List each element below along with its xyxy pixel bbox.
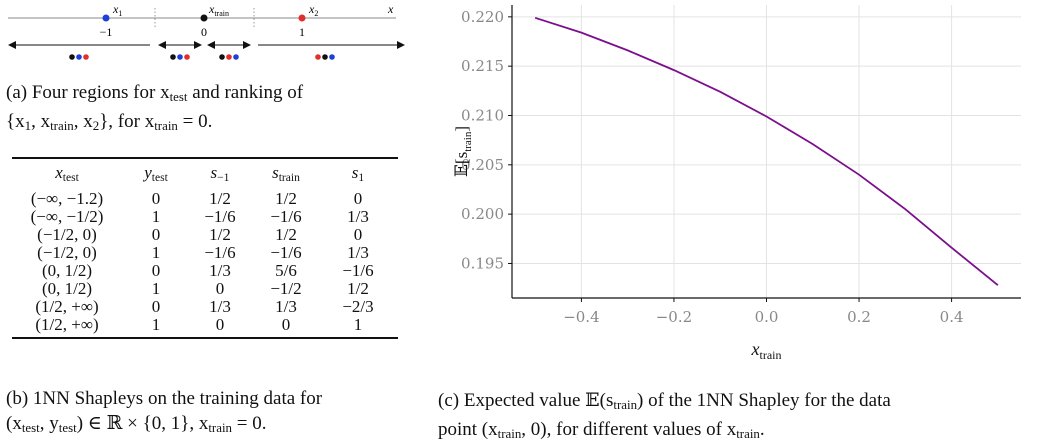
table-bottom-rule: [12, 336, 398, 339]
label-x1: x1: [112, 2, 122, 18]
table-row: (0, 1/2) 1 0 −1/2 1/2: [12, 278, 394, 298]
y-tick-label: 0.205: [461, 156, 504, 174]
x-tick-label: 0.4: [940, 308, 964, 326]
table-cell: 1/2: [209, 188, 231, 208]
table-cell: 1: [151, 278, 161, 298]
col-header-ytest: ytest: [144, 163, 168, 184]
table-cell: −1/6: [204, 242, 236, 262]
table-cell: −1/6: [204, 206, 236, 226]
y-tick-label: 0.200: [461, 205, 504, 223]
table-cell: −1/6: [270, 242, 302, 262]
table-row: (−1/2, 0) 1 −1/6 −1/6 1/3: [12, 242, 394, 262]
series-line: [534, 16, 999, 286]
table-cell: 1/2: [347, 278, 369, 298]
table-cell: 0: [151, 188, 161, 208]
col-header-xtest: xtest: [55, 163, 79, 184]
table-row: (1/2, +∞) 1 0 0 1: [12, 314, 394, 334]
table-cell: (−1/2, 0): [37, 224, 97, 244]
table-row: (−∞, −1/2) 1 −1/6 −1/6 1/3: [12, 206, 394, 226]
table-cell: 0: [215, 314, 225, 334]
y-axis-label: 𝔼[strain]: [453, 126, 474, 177]
label-xtrain: xtrain: [208, 2, 229, 18]
panel-a: x1 xtrain x2 x −1 0 1 (a) Four: [0, 0, 410, 140]
table-cell: 0: [151, 296, 161, 316]
table-cell: 0: [353, 188, 363, 208]
ranking-region-3: [219, 54, 239, 60]
point-x1-blue: [102, 14, 110, 22]
table-cell: (−∞, −1.2): [30, 188, 104, 208]
y-tick-label: 0.210: [461, 106, 504, 124]
table-cell: 1: [151, 314, 161, 334]
expected-shapley-chart: −0.4 −0.2 0.0 0.2 0.4 0.195 0.200 0.205 0.210 0.2…: [453, 5, 1021, 362]
point-xtrain-black: [200, 14, 208, 22]
table-top-rule: [12, 157, 398, 159]
table-cell: −1/6: [342, 260, 374, 280]
shapley-table: xtest ytest s−1 strain s1 (−∞, −1.2) 0 1/2…: [12, 159, 394, 334]
x-tick-label: 0.0: [755, 308, 779, 326]
tick-label-0: 0: [201, 25, 207, 39]
table-row: (−∞, −1.2) 0 1/2 1/2 0: [12, 188, 394, 208]
caption-b: (b) 1NN Shapleys on the training data fo…: [6, 388, 323, 436]
table-cell: (0, 1/2): [41, 278, 93, 298]
x-tick-label: −0.4: [563, 308, 599, 326]
y-tick-label: 0.220: [461, 8, 504, 26]
x-tick-label: 0.2: [847, 308, 871, 326]
label-axis-x: x: [387, 2, 394, 16]
table-cell: (−1/2, 0): [37, 242, 97, 262]
table-cell: (0, 1/2): [41, 260, 93, 280]
table-cell: 1/3: [209, 296, 231, 316]
table-cell: 1/2: [275, 188, 297, 208]
table-cell: 1: [151, 206, 161, 226]
table-cell: 0: [353, 224, 363, 244]
tick-label-minus1: −1: [100, 25, 113, 39]
table-cell: 1: [151, 242, 161, 262]
caption-c: (c) Expected value 𝔼(strain) of the 1NN …: [438, 390, 891, 442]
table-cell: 1/3: [275, 296, 297, 316]
table-cell: 1/2: [275, 224, 297, 244]
table-row: (1/2, +∞) 0 1/3 1/3 −2/3: [12, 296, 394, 316]
panel-b: xtest ytest s−1 strain s1 (−∞, −1.2) 0 1/2…: [12, 157, 398, 339]
ranking-region-1: [69, 54, 89, 60]
table-cell: 1: [353, 314, 363, 334]
ranking-region-4: [315, 54, 335, 60]
x-tick-label: −0.2: [656, 308, 692, 326]
table-cell: −2/3: [342, 296, 374, 316]
table-cell: −1/2: [270, 278, 302, 298]
table-cell: 0: [281, 314, 291, 334]
x-axis-label: xtrain: [751, 339, 782, 362]
table-cell: 1/3: [347, 206, 369, 226]
table-header-row: xtest ytest s−1 strain s1: [12, 159, 394, 190]
table-cell: 0: [151, 260, 161, 280]
table-cell: (1/2, +∞): [35, 296, 99, 316]
col-header-s1: s1: [351, 163, 365, 184]
col-header-strain: strain: [272, 163, 300, 184]
label-x2: x2: [308, 2, 318, 18]
table-cell: 5/6: [275, 260, 297, 280]
ranking-region-2: [170, 54, 190, 60]
table-cell: 0: [215, 278, 225, 298]
table-row: (0, 1/2) 0 1/3 5/6 −1/6: [12, 260, 394, 280]
point-x2-red: [298, 14, 306, 22]
table-row: (−1/2, 0) 0 1/2 1/2 0: [12, 224, 394, 244]
number-line-figure: x1 xtrain x2 x −1 0 1: [8, 2, 405, 60]
table-cell: (−∞, −1/2): [30, 206, 104, 226]
table-cell: 1/3: [347, 242, 369, 262]
caption-a: (a) Four regions for xtest and ranking o…: [6, 82, 304, 134]
table-cell: −1/6: [270, 206, 302, 226]
table-cell: 1/2: [209, 224, 231, 244]
y-tick-label: 0.215: [461, 57, 504, 75]
col-header-s-minus1: s−1: [210, 163, 230, 184]
tick-label-1: 1: [299, 25, 305, 39]
table-cell: 1/3: [209, 260, 231, 280]
table-cell: 0: [151, 224, 161, 244]
y-tick-label: 0.195: [461, 254, 504, 272]
table-cell: (1/2, +∞): [35, 314, 99, 334]
